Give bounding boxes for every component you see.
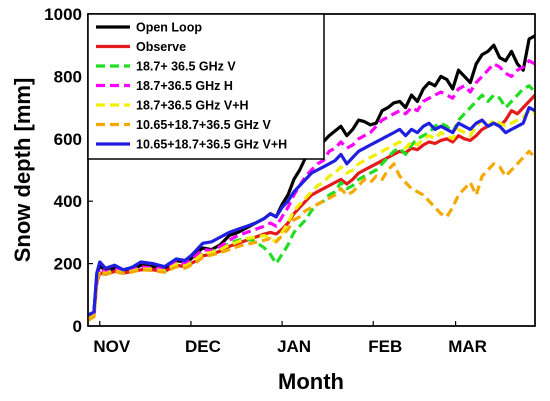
series-layer	[87, 34, 537, 322]
y-tick-label: 0	[73, 317, 82, 336]
legend-label: 10.65+18.7+36.5 GHz V+H	[136, 138, 287, 152]
legend-label: 18.7+ 36.5 GHz V	[136, 60, 236, 74]
y-axis-title: Snow depth [mm]	[10, 78, 35, 263]
y-tick-label: 1000	[44, 5, 82, 24]
x-tick-label: NOV	[93, 337, 131, 356]
y-axis: 0 200 400 600 800 1000	[44, 5, 93, 336]
x-tick-label: FEB	[368, 337, 402, 356]
y-tick-label: 200	[54, 255, 82, 274]
legend-label: Open Loop	[136, 21, 202, 35]
x-tick-label: MAR	[448, 337, 487, 356]
y-tick-label: 600	[54, 130, 82, 149]
x-tick-label: JAN	[277, 337, 311, 356]
series-line-2	[87, 84, 537, 320]
y-tick-label: 400	[54, 192, 82, 211]
x-tick-label: DEC	[185, 337, 221, 356]
x-axis-title: Month	[278, 369, 344, 394]
series-line-3	[87, 59, 536, 319]
series-line-5	[87, 149, 537, 322]
legend: Open Loop Observe 18.7+ 36.5 GHz V 18.7+36.…	[87, 13, 325, 160]
series-line-6	[87, 105, 536, 317]
legend-label: 10.65+18.7+36.5 GHz V	[136, 118, 271, 132]
legend-label: 18.7+36.5 GHz V+H	[136, 99, 249, 113]
y-tick-label: 800	[54, 67, 82, 86]
series-line-1	[87, 94, 537, 322]
legend-label: Observe	[136, 40, 186, 54]
x-axis: NOV DEC JAN FEB MAR	[93, 321, 487, 356]
legend-label: 18.7+36.5 GHz H	[136, 79, 233, 93]
